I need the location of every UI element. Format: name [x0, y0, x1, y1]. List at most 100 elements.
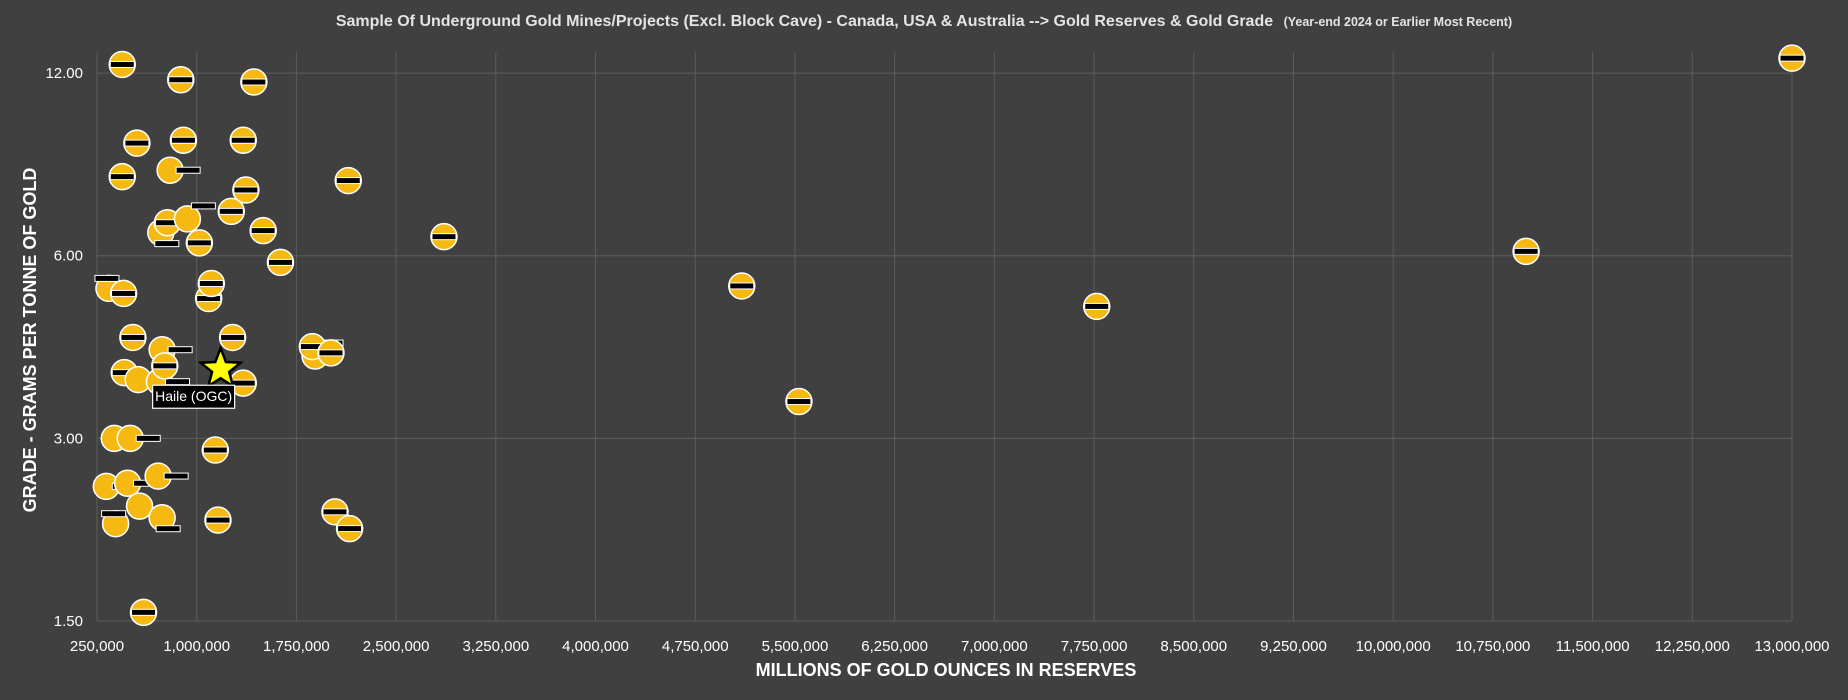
data-point [144, 462, 189, 490]
data-label-box [267, 258, 293, 266]
data-point [109, 279, 138, 308]
tick-labels: 250,000 1,000,000 1,750,000 2,500,000 3,250,… [45, 65, 1829, 655]
chart-title-main: Sample Of Underground Gold Mines/Project… [336, 13, 1273, 30]
data-point [151, 352, 179, 380]
data-label-box [135, 434, 161, 442]
data-label-box [131, 608, 157, 616]
data-point [167, 66, 195, 94]
data-label-box [154, 240, 180, 248]
y-tick-label: 1.50 [54, 613, 83, 630]
x-axis-title: MILLIONS OF GOLD OUNCES IN RESERVES [756, 660, 1137, 680]
data-point [785, 387, 813, 416]
x-tick-label: 4,750,000 [662, 638, 729, 655]
data-label-box [124, 139, 150, 147]
data-label-box [101, 510, 127, 518]
x-tick-label: 12,250,000 [1655, 638, 1730, 655]
data-point [197, 269, 226, 298]
data-label-box [431, 233, 457, 241]
highlight-marker-group: Haile (OGC) [152, 344, 244, 409]
y-axis-title: GRADE - GRAMS PER TONNE OF GOLD [20, 168, 40, 513]
data-label-box [1513, 247, 1539, 255]
data-point [173, 202, 216, 233]
data-point [116, 424, 161, 453]
data-label-box [168, 76, 194, 84]
x-tick-label: 13,000,000 [1754, 638, 1829, 655]
data-point [217, 197, 246, 226]
x-tick-label: 10,000,000 [1356, 638, 1431, 655]
data-label-box [337, 525, 363, 533]
x-tick-label: 1,750,000 [263, 638, 330, 655]
highlight-callout-box [152, 384, 236, 409]
y-tick-label: 12.00 [45, 65, 83, 82]
x-tick-label: 5,500,000 [762, 638, 829, 655]
x-tick-label: 6,250,000 [861, 638, 928, 655]
data-label-box [94, 274, 120, 282]
x-tick-label: 11,500,000 [1556, 638, 1630, 655]
data-point [201, 436, 230, 464]
data-point [229, 126, 257, 155]
data-label-box [164, 378, 190, 386]
data-label-box [250, 227, 276, 235]
data-bubble [125, 492, 154, 520]
data-label-box [186, 239, 212, 247]
data-point [119, 323, 147, 352]
data-point [728, 272, 756, 300]
data-label-box [198, 279, 224, 287]
data-point [148, 503, 181, 533]
x-tick-label: 250,000 [70, 638, 124, 655]
data-label-box [155, 525, 181, 533]
data-bubble [173, 205, 202, 233]
data-label-box [1779, 54, 1805, 62]
data-point [125, 492, 154, 520]
data-label-box [233, 186, 259, 194]
x-tick-label: 2,500,000 [363, 638, 430, 655]
data-label-box [729, 282, 755, 290]
data-point [240, 68, 268, 96]
x-tick-label: 7,000,000 [961, 638, 1028, 655]
gridlines [96, 52, 1793, 622]
x-tick-label: 9,250,000 [1260, 638, 1327, 655]
data-label-box [205, 516, 231, 524]
data-point [1512, 237, 1540, 266]
data-point [185, 229, 214, 257]
data-point [1082, 292, 1111, 321]
data-label-box [230, 136, 256, 144]
x-tick-label: 8,500,000 [1160, 638, 1227, 655]
chart-subtitle: (Year-end 2024 or Earlier Most Recent) [1284, 15, 1513, 29]
data-label-box [1084, 302, 1110, 310]
bubble-series [92, 44, 1806, 627]
data-point [1778, 44, 1806, 72]
data-point [101, 509, 130, 538]
chart-title: Sample Of Underground Gold Mines/Project… [336, 13, 1512, 30]
highlight-callout-label: Haile (OGC) [155, 388, 232, 404]
data-point [204, 506, 232, 534]
data-point [232, 176, 260, 204]
data-label-box [163, 472, 189, 480]
data-point [218, 323, 247, 352]
data-point [108, 50, 137, 79]
y-tick-label: 6.00 [54, 248, 83, 265]
x-tick-label: 7,750,000 [1061, 638, 1128, 655]
x-tick-label: 10,750,000 [1455, 638, 1530, 655]
data-point [317, 339, 345, 367]
data-point [108, 162, 137, 191]
data-label-box [170, 136, 196, 144]
data-label-box [120, 333, 146, 341]
data-point [129, 598, 158, 627]
data-label-box [220, 333, 246, 341]
data-label-box [109, 173, 135, 181]
data-label-box [318, 349, 344, 357]
data-label-box [152, 362, 178, 370]
data-label-box [241, 78, 267, 86]
data-point [334, 166, 363, 195]
data-label-box [109, 60, 135, 68]
data-label-box [175, 166, 201, 174]
data-point [249, 216, 277, 245]
y-tick-label: 3.00 [54, 430, 83, 447]
data-label-box [322, 508, 348, 516]
data-label-box [786, 398, 812, 406]
data-point [430, 222, 458, 251]
data-point [123, 129, 151, 157]
